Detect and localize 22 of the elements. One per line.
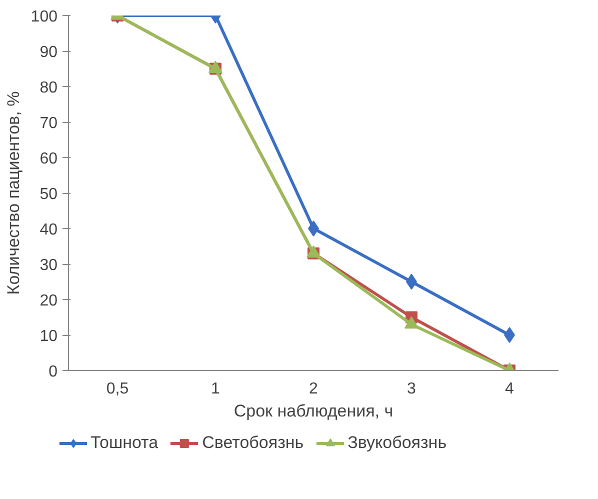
y-tick-label: 90 <box>40 44 58 61</box>
x-tick-label: 3 <box>407 380 416 398</box>
y-tick-label: 70 <box>40 115 58 132</box>
x-tick-label: 0,5 <box>106 380 129 398</box>
x-tick-label: 2 <box>309 380 318 398</box>
y-tick-label: 20 <box>40 292 58 310</box>
y-tick-label: 100 <box>30 8 58 26</box>
y-tick-label: 30 <box>40 257 58 274</box>
y-axis-title: Количество пациентов, % <box>4 91 23 295</box>
x-tick-label: 4 <box>505 380 514 398</box>
y-tick-label: 50 <box>40 186 58 203</box>
x-axis-title: Срок наблюдения, ч <box>234 402 394 420</box>
legend-label: Тошнота <box>90 433 158 453</box>
y-tick-label: 60 <box>40 150 58 168</box>
y-tick-label: 10 <box>40 328 58 345</box>
x-tick-label: 1 <box>211 380 220 398</box>
y-tick-label: 0 <box>48 364 58 380</box>
point <box>404 316 418 329</box>
y-tick-label: 40 <box>40 222 58 238</box>
y-tick-label: 80 <box>40 80 58 96</box>
legend-label: Звукобоязнь <box>348 433 447 453</box>
legend-label: Светобоязнь <box>202 433 304 453</box>
